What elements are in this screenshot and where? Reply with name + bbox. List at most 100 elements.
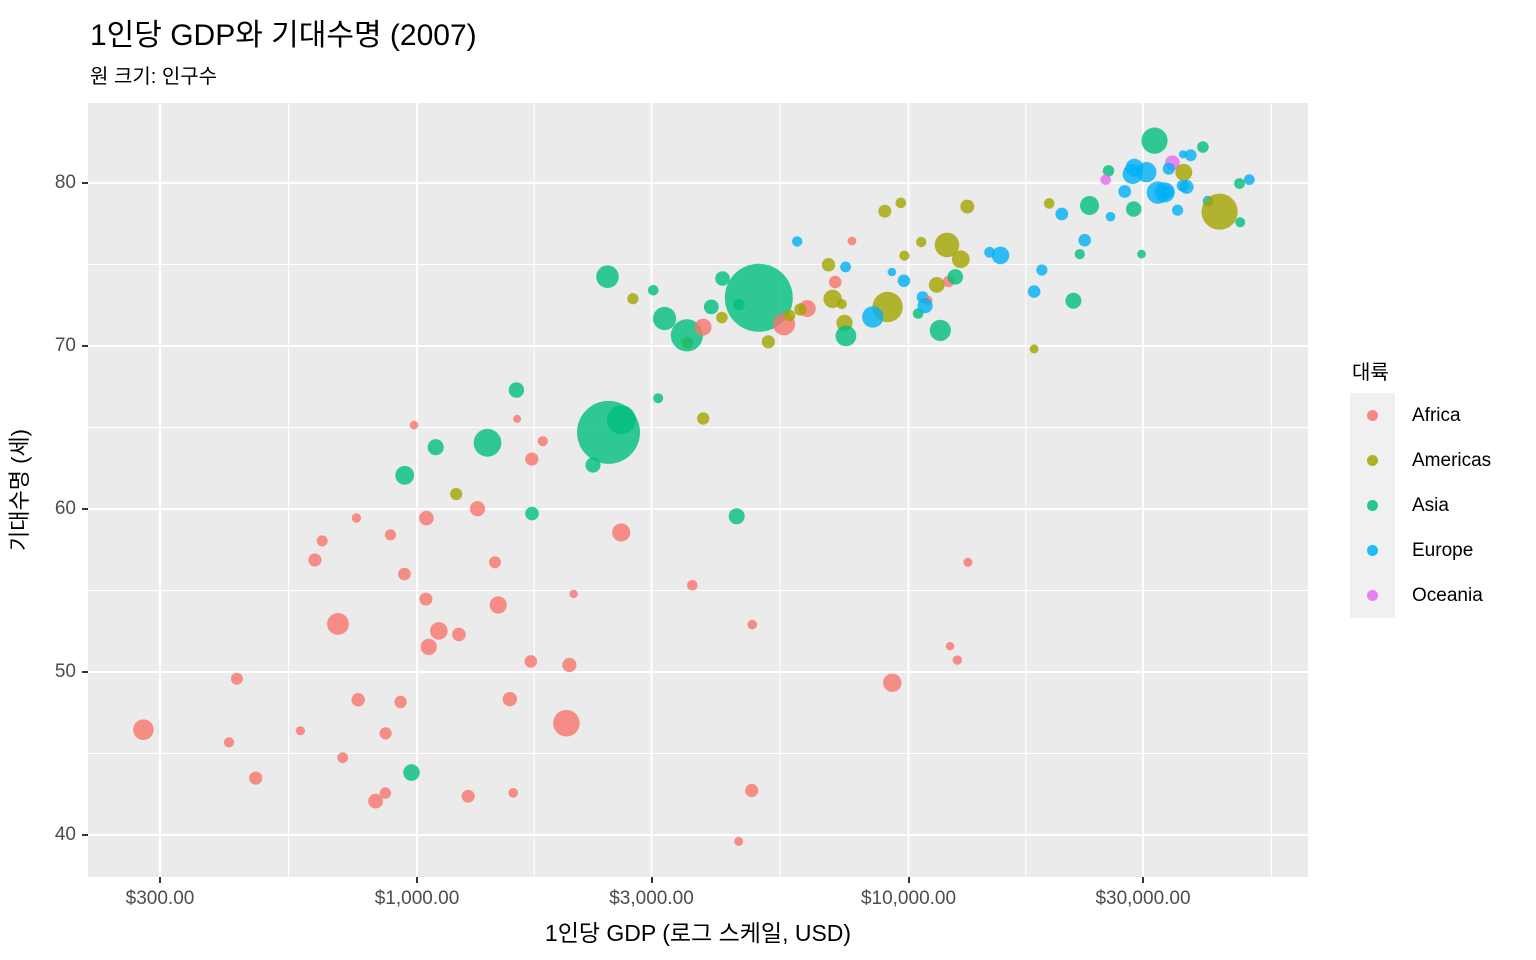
data-bubble <box>606 405 636 435</box>
data-bubble <box>508 788 518 798</box>
y-tick-label: 40 <box>54 824 76 845</box>
x-tick-mark <box>416 877 418 883</box>
data-bubble <box>585 457 601 473</box>
legend-label: Asia <box>1412 494 1449 516</box>
data-bubble <box>223 737 235 748</box>
data-bubble <box>502 692 517 707</box>
chart-title: 1인당 GDP와 기대수명 (2007) <box>90 19 477 52</box>
data-bubble <box>1141 127 1168 154</box>
legend-item-americas: Americas <box>1350 438 1536 483</box>
data-bubble <box>840 261 851 273</box>
data-bubble <box>508 382 525 398</box>
data-bubble <box>513 414 522 423</box>
data-bubble <box>1036 264 1048 276</box>
data-bubble <box>862 306 884 328</box>
data-bubble <box>697 412 710 425</box>
data-bubble <box>395 465 415 485</box>
data-bubble <box>295 726 305 736</box>
data-bubble <box>963 557 973 567</box>
data-bubble <box>1102 165 1115 177</box>
data-bubble <box>687 580 698 591</box>
data-bubble <box>384 529 396 541</box>
y-axis-title: 기대수명 (세) <box>7 429 32 551</box>
data-bubble <box>403 764 420 781</box>
data-bubble <box>419 592 433 606</box>
data-bubble <box>230 672 243 685</box>
legend-items: Africa Americas Asia Europe Oceania <box>1350 393 1536 618</box>
data-bubble <box>133 719 154 740</box>
data-bubble <box>351 513 362 523</box>
data-bubble <box>653 306 677 331</box>
data-bubble <box>469 501 486 517</box>
data-bubble <box>653 393 664 404</box>
data-bubble <box>895 197 907 209</box>
data-bubble <box>1078 233 1091 247</box>
y-tick-label: 80 <box>54 172 76 193</box>
data-bubble <box>1201 193 1238 230</box>
data-bubble <box>1118 185 1132 198</box>
data-bubble <box>878 204 892 218</box>
data-bubble <box>716 311 728 324</box>
y-tick-mark <box>82 345 88 347</box>
data-bubble <box>1162 162 1175 175</box>
data-bubble <box>1184 149 1197 162</box>
data-bubble <box>316 535 328 547</box>
data-bubble <box>747 619 758 630</box>
data-bubble <box>947 269 964 285</box>
data-bubble <box>409 420 419 430</box>
data-bubble <box>792 236 803 247</box>
data-bubble <box>835 325 857 347</box>
legend-key <box>1350 528 1395 573</box>
x-tick-mark <box>159 877 161 883</box>
legend-swatch-icon <box>1367 500 1378 511</box>
data-bubble <box>420 638 437 656</box>
legend-title: 대륙 <box>1352 362 1389 384</box>
data-bubble <box>694 318 712 336</box>
data-bubble <box>1074 249 1085 260</box>
data-bubble <box>398 567 411 581</box>
x-tick-mark <box>1142 877 1144 883</box>
legend-label: Oceania <box>1412 584 1483 606</box>
data-bubble <box>1234 178 1245 189</box>
y-tick-label: 50 <box>54 661 76 682</box>
data-bubble <box>1080 196 1099 215</box>
data-bubble <box>394 695 407 709</box>
legend-item-asia: Asia <box>1350 483 1536 528</box>
legend-key <box>1350 483 1395 528</box>
data-bubble <box>461 789 475 803</box>
data-bubble <box>569 589 578 599</box>
legend-key <box>1350 438 1395 483</box>
data-bubble <box>525 506 539 521</box>
data-bubble <box>1235 217 1246 228</box>
data-bubble <box>917 298 933 314</box>
data-bubble <box>430 622 448 640</box>
data-bubble <box>524 655 538 668</box>
data-bubble <box>337 752 349 764</box>
data-bubble <box>945 642 955 651</box>
data-bubble <box>794 303 807 316</box>
data-bubble <box>1055 207 1069 221</box>
y-tick-label: 60 <box>54 498 76 519</box>
data-bubble <box>929 319 951 341</box>
data-bubble <box>553 709 580 737</box>
data-bubble <box>960 199 975 214</box>
data-bubble <box>928 277 945 293</box>
x-tick-label: $10,000.00 <box>860 888 957 909</box>
chart-subtitle: 원 크기: 인구수 <box>90 66 218 88</box>
x-axis-title: 1인당 GDP (로그 스케일, USD) <box>544 920 852 946</box>
data-bubble <box>761 335 775 349</box>
y-tick-label: 70 <box>54 335 76 356</box>
y-tick-mark <box>82 182 88 184</box>
data-bubble <box>1137 249 1146 259</box>
legend-label: Americas <box>1412 449 1492 471</box>
data-bubble <box>489 596 507 614</box>
data-bubble <box>627 293 639 305</box>
data-bubble <box>450 487 463 501</box>
data-bubble <box>419 510 434 526</box>
data-bubble <box>703 299 719 315</box>
data-bubble <box>1125 158 1144 177</box>
data-bubble <box>887 267 897 277</box>
data-bubble <box>836 299 847 310</box>
legend-swatch-icon <box>1367 590 1378 601</box>
data-bubble <box>379 727 392 740</box>
